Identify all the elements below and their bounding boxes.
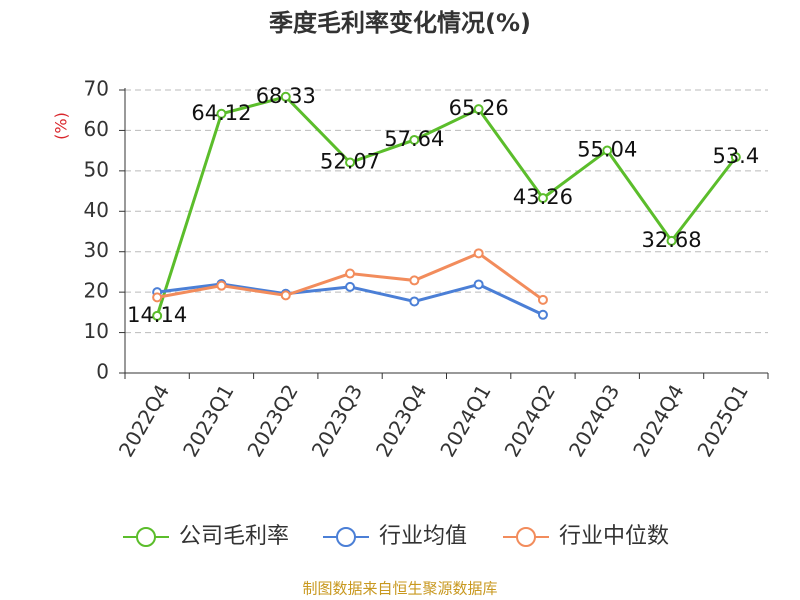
x-tick-label: 2022Q4 [114, 380, 174, 461]
data-point [216, 108, 227, 119]
data-label: 52.07 [320, 149, 380, 173]
data-point [409, 134, 420, 145]
data-point [409, 296, 420, 307]
x-tick-label: 2023Q4 [371, 380, 431, 461]
y-tick-label: 30 [84, 238, 109, 262]
data-point [152, 292, 163, 303]
legend-marker [516, 527, 536, 547]
y-axis-label: (%) [52, 112, 71, 140]
data-label: 53.4 [712, 144, 759, 168]
data-point [473, 248, 484, 259]
data-label: 55.04 [577, 137, 637, 161]
x-tick-label: 2023Q1 [178, 380, 238, 461]
y-tick-label: 60 [84, 117, 109, 141]
data-point [216, 280, 227, 291]
data-label: 14.14 [127, 303, 187, 327]
y-tick-label: 20 [84, 279, 109, 303]
x-tick-label: 2023Q2 [242, 380, 302, 461]
data-point [602, 145, 613, 156]
series-line [155, 95, 738, 317]
data-point [537, 294, 548, 305]
x-tick-label: 2024Q2 [500, 380, 560, 461]
chart-title: 季度毛利率变化情况(%) [269, 9, 531, 37]
data-label: 57.64 [384, 127, 444, 151]
legend-marker [336, 527, 356, 547]
data-point [345, 157, 356, 168]
y-tick-label: 70 [84, 77, 109, 101]
data-point [666, 235, 677, 246]
x-tick-label: 2024Q4 [628, 380, 688, 461]
legend-label: 行业均值 [379, 524, 467, 549]
y-tick-label: 50 [84, 157, 109, 181]
data-label: 32.68 [641, 228, 701, 252]
data-label: 64.12 [191, 101, 251, 125]
legend-label: 公司毛利率 [179, 524, 289, 549]
data-point [473, 279, 484, 290]
data-label: 65.26 [449, 96, 509, 120]
y-tick-label: 40 [84, 198, 109, 222]
data-point [345, 281, 356, 292]
data-point [537, 309, 548, 320]
data-point [537, 193, 548, 204]
data-point [473, 104, 484, 115]
y-tick-label: 0 [96, 360, 109, 384]
x-tick-label: 2024Q3 [564, 380, 624, 461]
data-point [345, 268, 356, 279]
data-point [280, 290, 291, 301]
x-tick-label: 2024Q1 [435, 380, 495, 461]
source-note: 制图数据来自恒生聚源数据库 [302, 580, 497, 598]
data-point [280, 91, 291, 102]
data-label: 43.26 [513, 185, 573, 209]
data-point [730, 152, 741, 163]
x-tick-label: 2023Q3 [307, 380, 367, 461]
data-point [152, 310, 163, 321]
x-tick-label: 2025Q1 [692, 380, 752, 461]
y-tick-label: 10 [84, 319, 109, 343]
data-point [409, 275, 420, 286]
legend-label: 行业中位数 [559, 524, 669, 549]
legend-marker [136, 527, 156, 547]
data-label: 68.33 [256, 84, 316, 108]
